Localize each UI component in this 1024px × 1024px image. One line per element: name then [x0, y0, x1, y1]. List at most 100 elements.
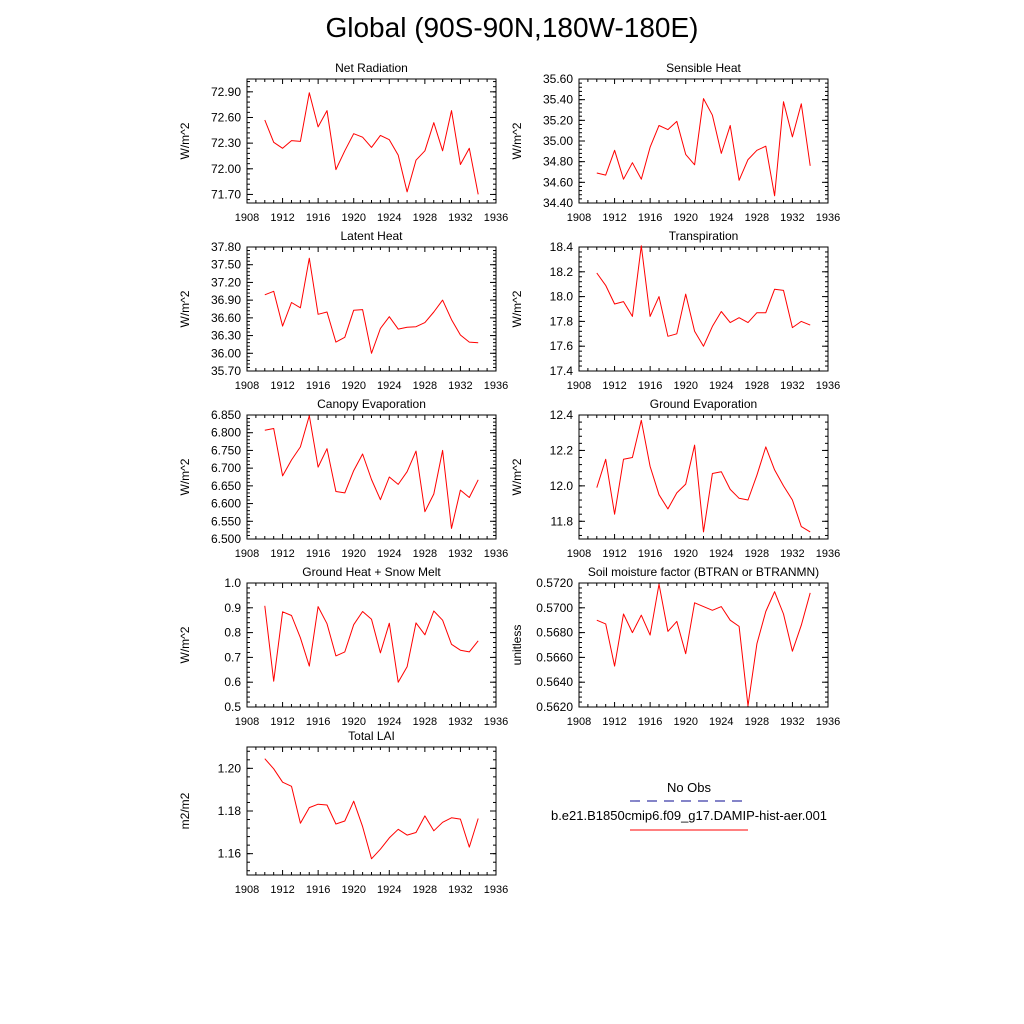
x-tick-label: 1936 [484, 548, 508, 560]
x-tick-label: 1920 [341, 884, 365, 896]
chart-panel: Canopy Evaporation W/m^2 1908 1912 1916 1920 1… [178, 397, 508, 560]
y-axis-label: W/m^2 [178, 122, 192, 159]
x-tick-label: 1928 [745, 380, 769, 392]
x-tick-label: 1932 [780, 212, 804, 224]
y-tick-label: 6.750 [211, 443, 241, 457]
x-tick-label: 1912 [270, 716, 294, 728]
y-tick-label: 18.0 [550, 290, 574, 304]
y-tick-label: 6.500 [211, 532, 241, 546]
series-line [596, 245, 811, 347]
chart-panel: Ground Heat + Snow Melt W/m^2 1908 1912 1916… [178, 565, 508, 728]
y-tick-label: 35.20 [543, 113, 573, 127]
y-axis-label: m2/m2 [178, 792, 192, 829]
panel-title: Latent Heat [340, 229, 403, 243]
x-tick-label: 1908 [235, 884, 259, 896]
y-tick-label: 35.00 [543, 134, 573, 148]
x-tick-label: 1936 [484, 884, 508, 896]
plot-frame [578, 78, 829, 204]
x-tick-label: 1908 [567, 212, 591, 224]
x-tick-label: 1924 [709, 716, 733, 728]
x-tick-label: 1912 [270, 380, 294, 392]
y-tick-label: 0.7 [224, 650, 241, 664]
x-tick-label: 1908 [567, 548, 591, 560]
x-tick-label: 1924 [709, 548, 733, 560]
x-tick-label: 1916 [306, 548, 330, 560]
y-tick-label: 6.550 [211, 514, 241, 528]
x-tick-label: 1924 [377, 548, 401, 560]
x-tick-label: 1928 [745, 548, 769, 560]
x-tick-label: 1924 [377, 716, 401, 728]
panel-title: Net Radiation [335, 61, 408, 75]
y-axis-label: W/m^2 [178, 458, 192, 495]
y-tick-label: 0.5700 [536, 601, 573, 615]
series-line [264, 758, 479, 860]
x-tick-label: 1920 [673, 380, 697, 392]
chart-panel: Soil moisture factor (BTRAN or BTRANMN) u… [510, 565, 840, 728]
x-tick-label: 1928 [745, 212, 769, 224]
y-tick-label: 1.20 [218, 761, 242, 775]
x-tick-label: 1908 [235, 716, 259, 728]
x-tick-label: 1928 [745, 716, 769, 728]
x-tick-label: 1932 [780, 548, 804, 560]
y-axis-label: W/m^2 [178, 626, 192, 663]
chart-panel: Sensible Heat W/m^2 1908 1912 1916 1920 1924 19… [510, 61, 840, 224]
y-tick-label: 37.20 [211, 275, 241, 289]
x-tick-label: 1916 [638, 212, 662, 224]
x-tick-label: 1936 [816, 716, 840, 728]
plot-frame [246, 78, 497, 204]
x-tick-label: 1912 [270, 212, 294, 224]
x-tick-label: 1928 [413, 380, 437, 392]
y-tick-label: 36.30 [211, 329, 241, 343]
x-tick-label: 1920 [673, 716, 697, 728]
x-tick-label: 1916 [638, 380, 662, 392]
chart-panel: Ground Evaporation W/m^2 1908 1912 1916 1920 1… [510, 397, 840, 560]
y-tick-label: 0.5620 [536, 700, 573, 714]
panel-title: Canopy Evaporation [317, 397, 426, 411]
y-tick-label: 72.30 [211, 136, 241, 150]
x-tick-label: 1908 [567, 716, 591, 728]
x-tick-label: 1920 [341, 212, 365, 224]
x-tick-label: 1932 [448, 884, 472, 896]
x-tick-label: 1912 [602, 716, 626, 728]
x-tick-label: 1916 [306, 212, 330, 224]
x-tick-label: 1932 [448, 548, 472, 560]
y-tick-label: 36.60 [211, 311, 241, 325]
x-tick-label: 1928 [413, 212, 437, 224]
y-tick-label: 0.5660 [536, 650, 573, 664]
x-tick-label: 1920 [341, 548, 365, 560]
series-line [596, 419, 811, 533]
y-tick-label: 6.600 [211, 497, 241, 511]
panel-title: Transpiration [669, 229, 739, 243]
y-tick-label: 12.4 [550, 408, 574, 422]
series-line [264, 415, 479, 529]
y-axis-label: W/m^2 [510, 122, 524, 159]
y-tick-label: 1.18 [218, 804, 242, 818]
x-tick-label: 1928 [413, 548, 437, 560]
x-tick-label: 1920 [673, 212, 697, 224]
legend-model-label: b.e21.B1850cmip6.f09_g17.DAMIP-hist-aer.… [551, 808, 827, 823]
y-tick-label: 35.70 [211, 364, 241, 378]
legend-obs-label: No Obs [667, 780, 712, 795]
x-tick-label: 1912 [270, 884, 294, 896]
x-tick-label: 1932 [448, 380, 472, 392]
x-tick-label: 1932 [780, 716, 804, 728]
chart-panel: Net Radiation W/m^2 1908 1912 1916 1920 1924 19… [178, 61, 508, 224]
x-tick-label: 1920 [673, 548, 697, 560]
x-tick-label: 1916 [306, 884, 330, 896]
y-tick-label: 0.5720 [536, 576, 573, 590]
x-tick-label: 1936 [816, 380, 840, 392]
x-tick-label: 1916 [306, 380, 330, 392]
x-tick-label: 1908 [567, 380, 591, 392]
y-axis-label: unitless [510, 625, 524, 666]
x-tick-label: 1912 [270, 548, 294, 560]
y-tick-label: 17.6 [550, 339, 574, 353]
y-tick-label: 36.90 [211, 293, 241, 307]
x-tick-label: 1924 [377, 212, 401, 224]
x-tick-label: 1928 [413, 716, 437, 728]
plot-frame [246, 582, 497, 708]
panel-title: Soil moisture factor (BTRAN or BTRANMN) [588, 565, 819, 579]
y-tick-label: 6.650 [211, 479, 241, 493]
x-tick-label: 1908 [235, 548, 259, 560]
series-line [596, 583, 811, 707]
y-tick-label: 0.5640 [536, 675, 573, 689]
